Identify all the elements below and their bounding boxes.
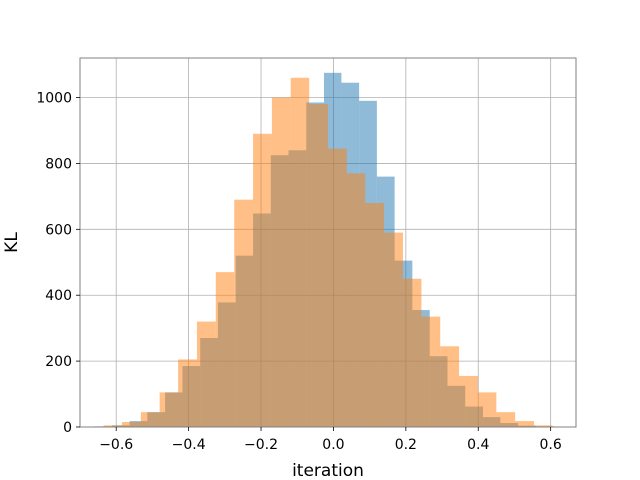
histogram-bar (103, 425, 122, 427)
histogram-bar (159, 392, 179, 427)
y-tick-label: 200 (45, 354, 72, 370)
y-tick-label: 800 (45, 156, 72, 172)
histogram-bar (215, 272, 235, 427)
histogram-bar (421, 316, 441, 427)
series-2-bars (103, 77, 553, 428)
histogram-bar (290, 77, 310, 428)
y-tick-label: 400 (45, 288, 72, 304)
histogram-bar (271, 97, 291, 428)
x-tick-label: 0.4 (467, 437, 489, 453)
histogram-bar (515, 421, 535, 427)
histogram-bar (496, 412, 516, 427)
histogram-bar (384, 232, 403, 427)
histogram-bar (121, 422, 141, 427)
y-tick-label: 0 (63, 420, 72, 436)
x-tick-label: −0.4 (172, 437, 206, 453)
histogram-bar (440, 346, 460, 427)
x-tick-label: 0.0 (322, 437, 344, 453)
histogram-bar (178, 359, 197, 427)
x-tick-label: −0.2 (244, 437, 278, 453)
histogram-bar (253, 133, 272, 427)
histogram-bars (94, 72, 555, 428)
histogram-bar (234, 199, 254, 427)
histogram-bar (534, 425, 553, 427)
histogram-bar (365, 202, 385, 427)
y-axis-ticks: 0 200 400 600 800 1000 (36, 91, 80, 436)
plot-frame (79, 57, 577, 428)
histogram-bar (459, 375, 478, 427)
y-axis-label: KL (2, 232, 22, 253)
histogram-bar (346, 173, 366, 427)
histogram-bar (309, 104, 328, 427)
histogram-bar (328, 148, 347, 428)
histogram-bar (196, 321, 216, 427)
x-tick-label: −0.6 (99, 437, 133, 453)
histogram-bar (477, 392, 497, 427)
histogram-bar (140, 412, 160, 427)
y-tick-label: 1000 (36, 91, 72, 107)
x-tick-label: 0.2 (395, 437, 417, 453)
y-tick-label: 600 (45, 222, 72, 238)
x-axis-ticks: −0.6 −0.4 −0.2 0.0 0.2 0.4 0.6 (99, 427, 562, 453)
x-axis-label: iteration (292, 461, 364, 480)
x-tick-label: 0.6 (540, 437, 562, 453)
histogram-bar (402, 278, 422, 427)
